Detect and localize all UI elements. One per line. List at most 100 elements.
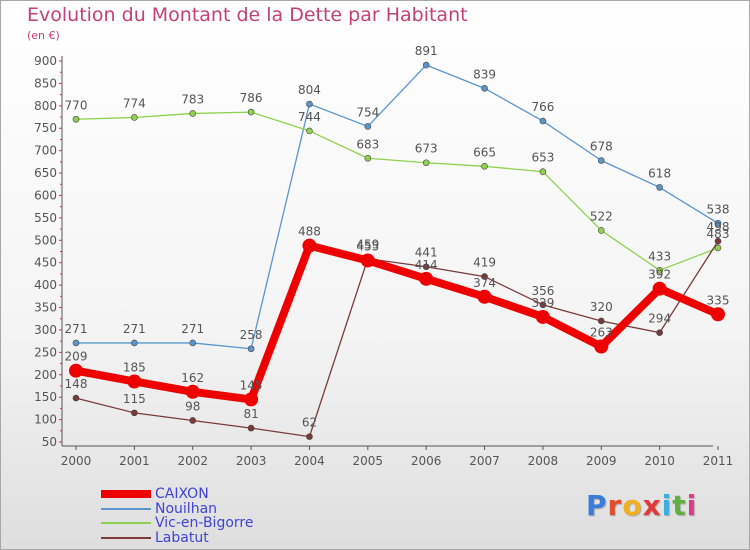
data-point-nouilhan bbox=[539, 117, 547, 125]
y-tick-label: 900 bbox=[34, 54, 57, 68]
data-point-caixon bbox=[127, 374, 142, 389]
logo-letter: x bbox=[642, 489, 662, 522]
data-label-vic-en-bigorre: 483 bbox=[707, 227, 730, 241]
y-tick-label: 300 bbox=[34, 323, 57, 337]
x-tick-label: 2008 bbox=[528, 454, 559, 468]
data-point-vic-en-bigorre bbox=[131, 114, 138, 121]
legend-label-labatut: Labatut bbox=[155, 530, 209, 546]
data-point-vic-en-bigorre bbox=[72, 115, 80, 123]
y-tick-label: 600 bbox=[34, 188, 57, 202]
data-point-nouilhan bbox=[72, 339, 80, 347]
data-point-nouilhan bbox=[306, 100, 313, 108]
data-label-nouilhan: 618 bbox=[648, 166, 671, 180]
data-label-vic-en-bigorre: 433 bbox=[648, 249, 671, 263]
data-point-caixon bbox=[652, 281, 667, 296]
x-tick-label: 2002 bbox=[177, 454, 208, 468]
data-label-labatut: 498 bbox=[707, 220, 730, 234]
data-point-caixon bbox=[69, 363, 83, 378]
data-label-nouilhan: 538 bbox=[707, 202, 730, 216]
data-point-nouilhan bbox=[656, 184, 663, 191]
data-label-nouilhan: 271 bbox=[181, 322, 204, 336]
data-label-caixon: 374 bbox=[473, 276, 496, 290]
x-tick-label: 2011 bbox=[703, 454, 734, 468]
data-label-labatut: 294 bbox=[648, 312, 671, 326]
data-label-labatut: 148 bbox=[65, 377, 88, 391]
data-point-vic-en-bigorre bbox=[422, 159, 430, 167]
data-point-caixon bbox=[419, 271, 434, 286]
data-point-nouilhan bbox=[189, 339, 197, 347]
x-tick-label: 2001 bbox=[119, 454, 150, 468]
y-tick-label: 650 bbox=[34, 166, 57, 180]
legend-swatch-labatut bbox=[101, 537, 151, 539]
data-label-caixon: 162 bbox=[181, 371, 204, 385]
data-point-caixon bbox=[360, 253, 375, 268]
logo-letter: i bbox=[661, 489, 673, 522]
data-label-caixon: 145 bbox=[240, 378, 263, 392]
data-label-nouilhan: 678 bbox=[590, 140, 613, 154]
data-label-labatut: 115 bbox=[123, 392, 146, 406]
data-label-vic-en-bigorre: 783 bbox=[181, 92, 204, 106]
y-tick-label: 500 bbox=[34, 233, 57, 247]
data-label-caixon: 335 bbox=[707, 293, 730, 307]
data-label-labatut: 419 bbox=[473, 256, 496, 270]
data-point-vic-en-bigorre bbox=[481, 163, 488, 170]
data-label-labatut: 98 bbox=[185, 399, 200, 413]
data-point-caixon bbox=[302, 238, 317, 253]
data-label-nouilhan: 271 bbox=[123, 322, 146, 336]
data-label-nouilhan: 766 bbox=[531, 100, 554, 114]
x-tick-label: 2000 bbox=[61, 454, 92, 468]
legend-label-nouilhan: Nouilhan bbox=[155, 501, 218, 517]
data-label-labatut: 81 bbox=[243, 407, 258, 421]
data-label-nouilhan: 258 bbox=[240, 328, 263, 342]
data-label-caixon: 209 bbox=[65, 350, 88, 364]
x-tick-label: 2005 bbox=[353, 454, 384, 468]
data-label-labatut: 320 bbox=[590, 300, 613, 314]
logo-letter: P bbox=[586, 489, 608, 522]
data-label-vic-en-bigorre: 786 bbox=[240, 91, 263, 105]
data-label-vic-en-bigorre: 665 bbox=[473, 145, 496, 159]
series-line-labatut bbox=[75, 240, 719, 438]
data-point-nouilhan bbox=[714, 219, 722, 227]
legend-label-caixon: CAIXON bbox=[155, 486, 209, 502]
data-label-vic-en-bigorre: 744 bbox=[298, 110, 321, 124]
data-point-labatut bbox=[656, 329, 663, 336]
data-point-nouilhan bbox=[247, 345, 255, 353]
y-tick-label: 400 bbox=[34, 278, 57, 292]
legend-swatch-nouilhan bbox=[101, 508, 151, 510]
data-point-nouilhan bbox=[364, 123, 372, 130]
data-point-labatut bbox=[247, 424, 255, 432]
chart-subtitle: (en €) bbox=[27, 29, 60, 42]
data-label-caixon: 329 bbox=[531, 296, 554, 310]
data-point-labatut bbox=[306, 433, 313, 440]
x-tick-label: 2006 bbox=[411, 454, 442, 468]
data-label-caixon: 414 bbox=[415, 258, 438, 272]
data-point-nouilhan bbox=[481, 85, 488, 92]
y-tick-label: 350 bbox=[34, 301, 57, 315]
data-point-labatut bbox=[189, 417, 197, 424]
data-label-nouilhan: 754 bbox=[356, 105, 379, 119]
y-tick-label: 150 bbox=[34, 390, 57, 404]
data-label-vic-en-bigorre: 673 bbox=[415, 142, 438, 156]
data-label-nouilhan: 804 bbox=[298, 83, 321, 97]
data-point-labatut bbox=[131, 409, 138, 417]
series-line-vic-en-bigorre bbox=[75, 111, 719, 271]
data-label-labatut: 459 bbox=[356, 238, 379, 252]
data-label-caixon: 263 bbox=[590, 326, 613, 340]
logo-letter: o bbox=[622, 489, 643, 522]
x-tick-label: 2009 bbox=[586, 454, 617, 468]
y-tick-label: 450 bbox=[34, 256, 57, 270]
data-point-labatut bbox=[72, 394, 80, 402]
data-label-vic-en-bigorre: 653 bbox=[531, 151, 554, 165]
data-label-nouilhan: 271 bbox=[65, 322, 88, 336]
data-label-caixon: 455 bbox=[356, 239, 379, 253]
x-tick-label: 2010 bbox=[644, 454, 675, 468]
y-tick-label: 100 bbox=[34, 413, 57, 427]
data-point-nouilhan bbox=[597, 157, 605, 164]
data-point-vic-en-bigorre bbox=[656, 267, 663, 274]
data-point-vic-en-bigorre bbox=[539, 168, 547, 176]
logo-letter: r bbox=[607, 489, 623, 522]
y-tick-label: 50 bbox=[42, 435, 57, 449]
x-tick-label: 2004 bbox=[294, 454, 325, 468]
x-tick-label: 2007 bbox=[469, 454, 500, 468]
